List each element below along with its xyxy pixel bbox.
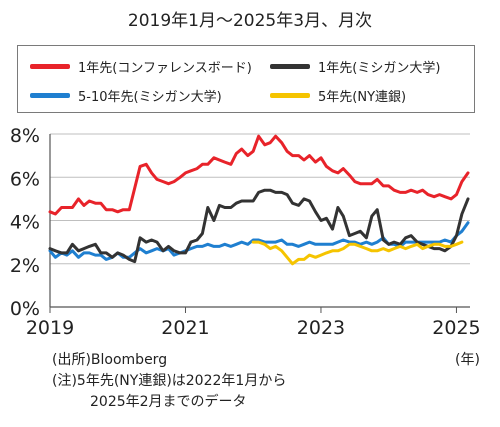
y-tick-label-2: 4% <box>10 212 40 234</box>
footnote-2: 2025年2月までのデータ <box>90 394 247 410</box>
legend-item-4: 5年先(NY連銀) <box>270 86 406 105</box>
legend-label-2: 1年先(ミシガン大学) <box>318 61 441 76</box>
legend-label-3: 5-10年先(ミシガン大学) <box>78 90 222 105</box>
legend-swatch-3 <box>30 93 70 98</box>
legend-swatch-2 <box>270 64 310 69</box>
legend-label-1: 1年先(コンファレンスボード) <box>78 61 252 76</box>
series-line-1 <box>48 134 470 216</box>
series-line-2 <box>48 188 470 264</box>
legend-swatch-4 <box>270 93 310 98</box>
x-tick-label-3: 2025 <box>432 317 480 339</box>
chart-title: 2019年1月～2025年3月、月次 <box>127 11 373 31</box>
legend-label-4: 5年先(NY連銀) <box>318 90 407 105</box>
x-tick-label-2: 2023 <box>297 317 345 339</box>
x-unit-label: (年) <box>455 352 480 368</box>
x-unit-text: 年 <box>460 352 475 368</box>
footnote-1: (注)5年先(NY連銀)は2022年1月から <box>52 373 287 389</box>
y-tick-label-0: 0% <box>10 298 40 320</box>
legend-item-3: 5-10年先(ミシガン大学) <box>30 86 222 105</box>
legend-swatch-1 <box>30 64 70 69</box>
x-tick-label-1: 2021 <box>161 317 209 339</box>
y-tick-label-3: 6% <box>10 168 40 190</box>
series-line-4 <box>251 240 464 266</box>
y-tick-label-4: 8% <box>10 125 40 147</box>
source-note: (出所)Bloomberg <box>52 352 168 368</box>
legend: 1年先(コンファレンスボード) 1年先(ミシガン大学) 5-10年先(ミシガン大… <box>17 45 475 113</box>
legend-item-2: 1年先(ミシガン大学) <box>270 57 440 76</box>
x-tick-label-0: 2019 <box>26 317 74 339</box>
legend-item-1: 1年先(コンファレンスボード) <box>30 57 252 76</box>
y-tick-label-1: 2% <box>10 255 40 277</box>
